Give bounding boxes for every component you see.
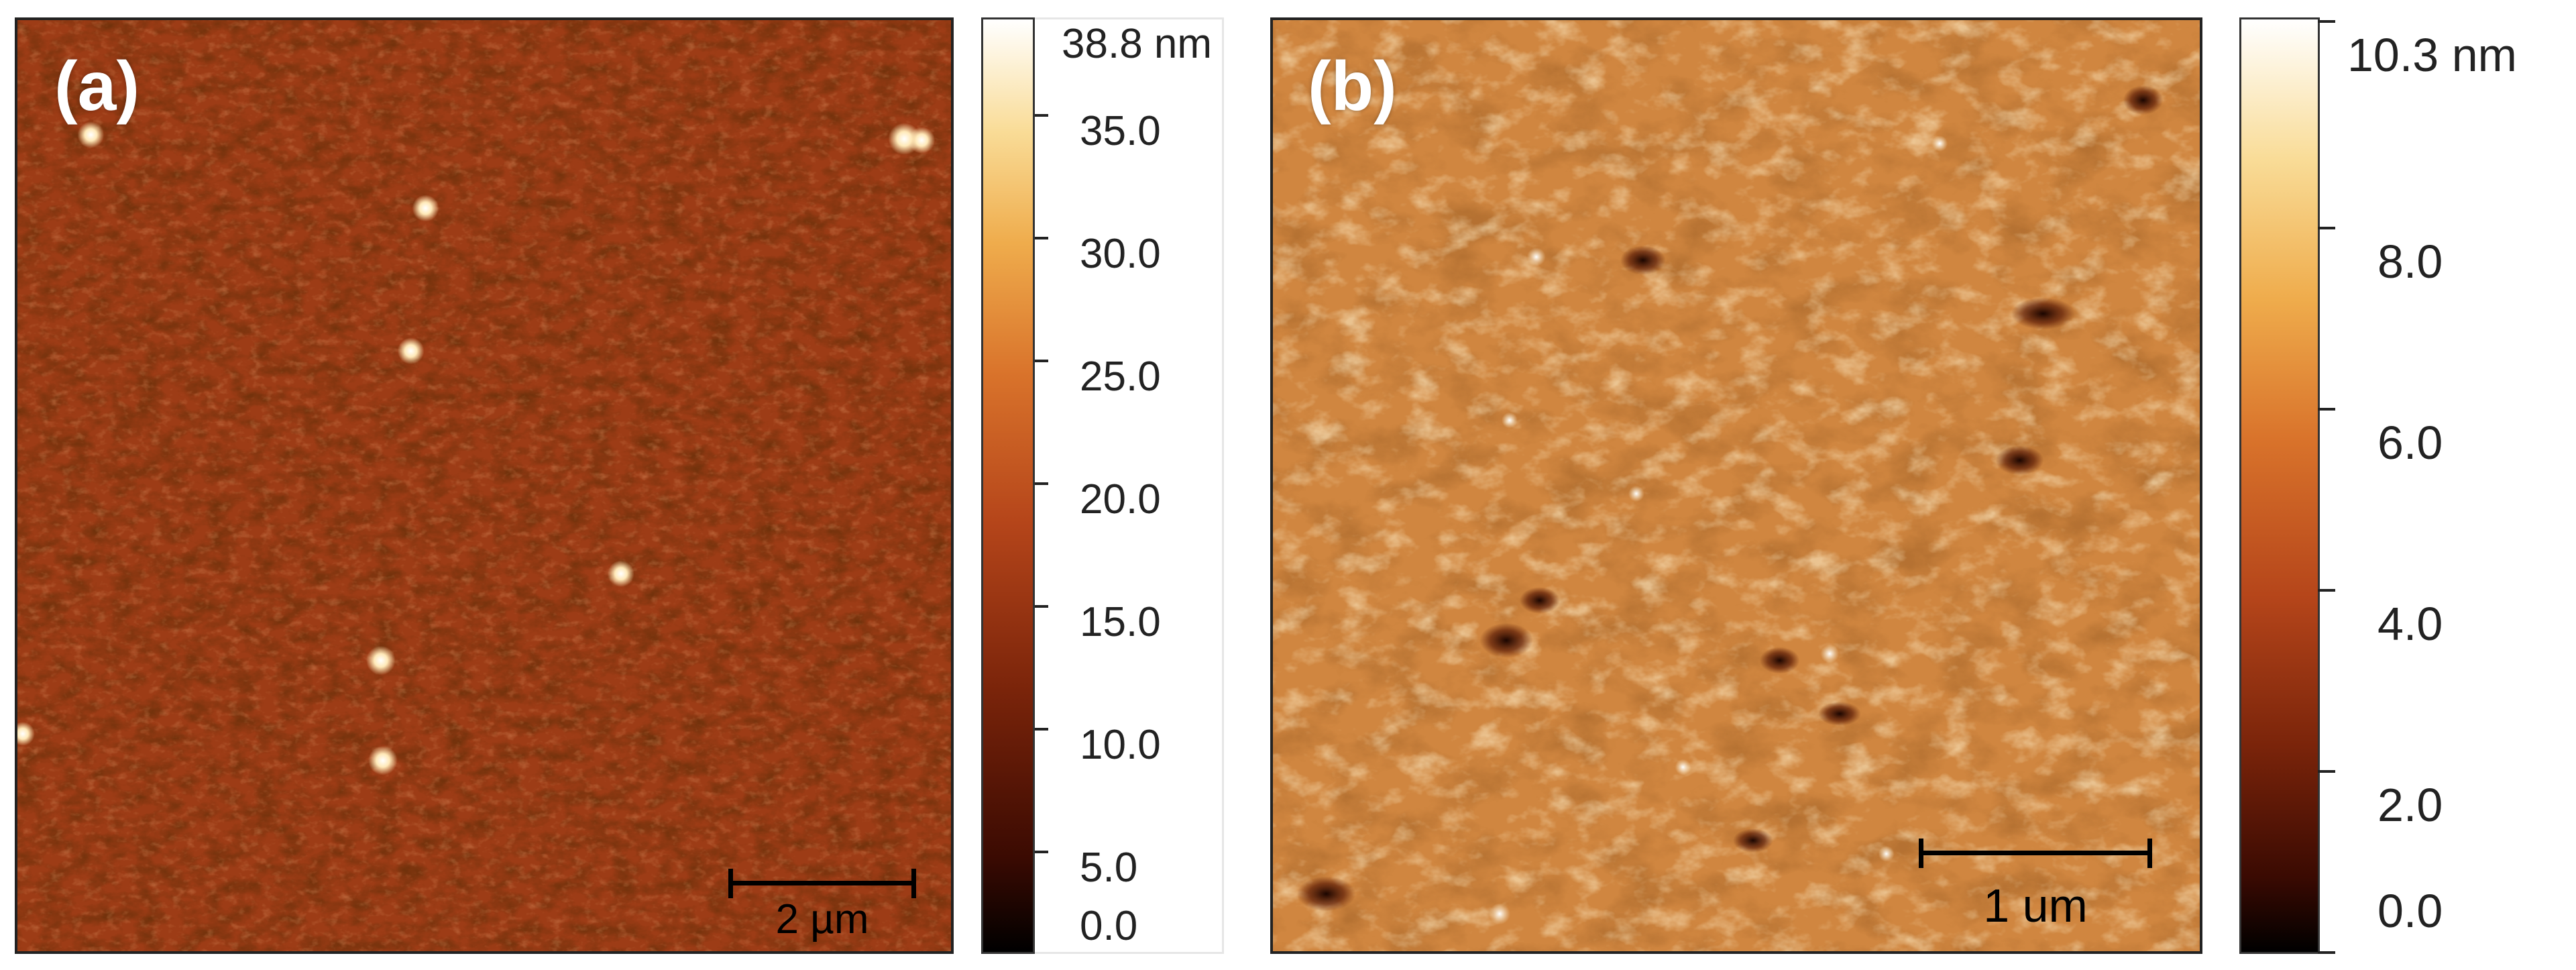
afm-texture-a xyxy=(17,20,951,951)
colorbar-tick-b: 8.0 xyxy=(2377,235,2443,288)
panel-label-a: (a) xyxy=(54,48,140,125)
colorbar-tick-b: 4.0 xyxy=(2377,598,2443,650)
colorbar-tick-a: 30.0 xyxy=(1080,231,1161,277)
afm-texture-b xyxy=(1273,20,2200,951)
colorbar-tick-a: 10.0 xyxy=(1080,722,1161,768)
colorbar-tick-a: 20.0 xyxy=(1080,476,1161,523)
colorbar-a xyxy=(981,17,1035,954)
scale-bar-label-b: 1 um xyxy=(1983,879,2088,932)
afm-image-b: (b) 1 um xyxy=(1270,17,2202,954)
scale-bar-label-a: 2 µm xyxy=(775,896,869,942)
colorbar-tick-a: 35.0 xyxy=(1080,108,1161,154)
colorbar-tick-b: 6.0 xyxy=(2377,417,2443,469)
panel-label-b: (b) xyxy=(1308,48,1397,125)
colorbar-tick-a: 15.0 xyxy=(1080,599,1161,645)
colorbar-b xyxy=(2239,17,2320,954)
colorbar-max-label-b: 10.3 nm xyxy=(2347,29,2517,81)
colorbar-max-label-a: 38.8 nm xyxy=(1062,21,1213,67)
afm-image-a: (a) 2 µm xyxy=(15,17,954,954)
colorbar-tick-a: 0.0 xyxy=(1080,903,1138,949)
colorbar-tick-b: 0.0 xyxy=(2377,885,2443,937)
colorbar-tick-b: 2.0 xyxy=(2377,779,2443,831)
colorbar-tick-a: 5.0 xyxy=(1080,845,1138,891)
colorbar-tick-a: 25.0 xyxy=(1080,354,1161,400)
